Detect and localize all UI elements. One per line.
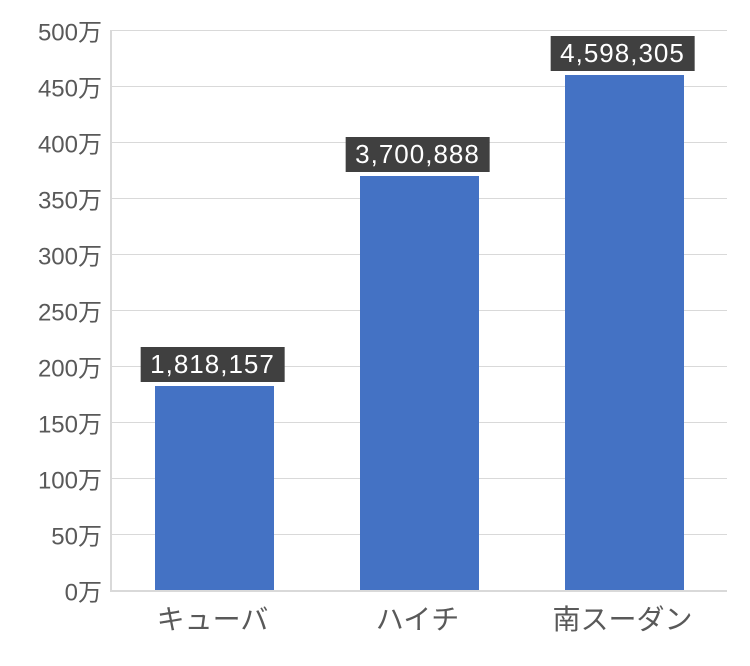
- bar-value-label: 4,598,305: [550, 36, 695, 71]
- bar-value-label: 3,700,888: [345, 137, 490, 172]
- bar: [155, 386, 274, 590]
- x-tick-label: ハイチ: [376, 598, 459, 638]
- y-tick-label: 0万: [65, 573, 102, 608]
- bar-chart: 0万 50万 100万 150万 200万 250万 300万 350万 400万 450万 500…: [0, 0, 750, 666]
- x-tick-label: キューバ: [157, 598, 269, 638]
- y-tick-label: 150万: [38, 405, 102, 440]
- y-tick-label: 300万: [38, 237, 102, 272]
- y-tick-label: 400万: [38, 125, 102, 160]
- bar: [565, 75, 684, 590]
- bar: [360, 176, 479, 590]
- y-tick-label: 100万: [38, 461, 102, 496]
- x-tick-label: 南スーダン: [552, 598, 692, 638]
- plot-area: [110, 30, 727, 592]
- y-tick-label: 200万: [38, 349, 102, 384]
- bar-value-label: 1,818,157: [140, 347, 285, 382]
- y-tick-label: 450万: [38, 69, 102, 104]
- y-tick-label: 250万: [38, 293, 102, 328]
- y-tick-label: 500万: [38, 13, 102, 48]
- y-tick-label: 350万: [38, 181, 102, 216]
- gridline: [112, 30, 727, 31]
- y-tick-label: 50万: [51, 517, 102, 552]
